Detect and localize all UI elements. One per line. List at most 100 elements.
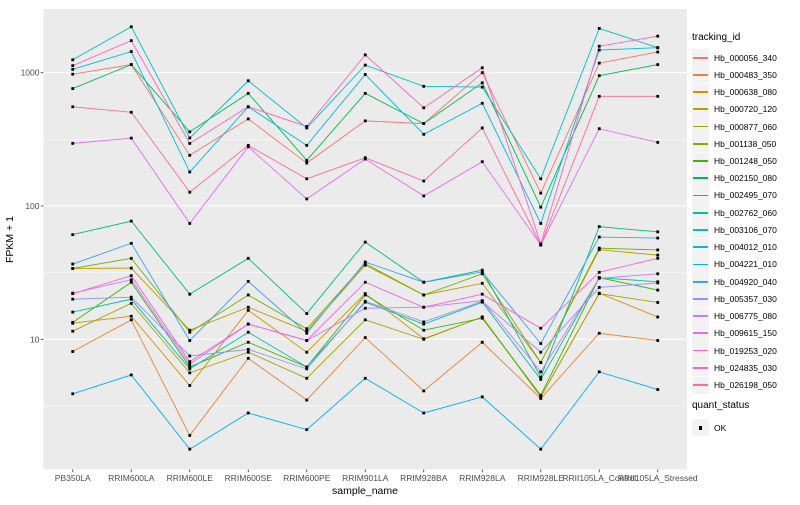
data-point bbox=[246, 411, 250, 415]
data-point bbox=[188, 190, 192, 194]
data-point bbox=[129, 278, 133, 282]
data-point bbox=[539, 243, 543, 247]
data-point bbox=[246, 79, 250, 83]
data-point bbox=[71, 72, 75, 76]
legend-key bbox=[692, 290, 709, 308]
legend-item: Hb_000483_350 bbox=[692, 66, 777, 84]
data-point bbox=[188, 434, 192, 437]
data-point bbox=[363, 91, 367, 95]
data-point bbox=[129, 314, 133, 318]
legend-item: Hb_002150_080 bbox=[692, 169, 777, 187]
data-point bbox=[188, 354, 192, 358]
legend-title-tracking-id: tracking_id bbox=[692, 32, 741, 43]
data-point bbox=[71, 267, 75, 270]
x-axis-title: sample_name bbox=[332, 485, 398, 497]
data-point bbox=[480, 270, 484, 274]
data-point bbox=[597, 44, 601, 48]
data-point bbox=[422, 322, 426, 326]
data-point bbox=[71, 67, 75, 71]
data-point bbox=[597, 246, 601, 250]
legend-color-line-icon bbox=[693, 56, 708, 59]
data-point bbox=[363, 73, 367, 76]
data-point bbox=[422, 132, 426, 136]
legend-color-line-icon bbox=[693, 160, 708, 162]
data-point bbox=[129, 274, 133, 278]
data-point bbox=[305, 367, 309, 371]
data-point bbox=[422, 328, 426, 332]
legend-key bbox=[692, 359, 709, 377]
data-point bbox=[656, 388, 660, 391]
data-point bbox=[539, 361, 543, 364]
data-point bbox=[71, 64, 75, 68]
data-point bbox=[480, 160, 484, 164]
data-point bbox=[656, 63, 660, 67]
data-point bbox=[71, 297, 75, 301]
data-point bbox=[656, 253, 660, 257]
data-point bbox=[656, 288, 660, 292]
data-point bbox=[363, 280, 367, 284]
data-point bbox=[363, 336, 367, 339]
data-point bbox=[597, 248, 601, 252]
data-point bbox=[363, 318, 367, 322]
data-point bbox=[597, 48, 601, 52]
legend-color-line-icon bbox=[693, 229, 708, 231]
data-point bbox=[246, 117, 250, 121]
data-point bbox=[422, 106, 426, 110]
data-point bbox=[71, 233, 75, 237]
data-point bbox=[539, 326, 543, 330]
data-point bbox=[480, 292, 484, 296]
data-point bbox=[480, 71, 484, 75]
data-point bbox=[305, 365, 309, 369]
data-point bbox=[188, 141, 192, 145]
data-point bbox=[305, 339, 309, 342]
legend-label: Hb_001138_050 bbox=[714, 138, 777, 149]
data-point bbox=[129, 373, 133, 377]
legend-item: Hb_004221_010 bbox=[692, 255, 777, 273]
data-point bbox=[305, 428, 309, 432]
data-point bbox=[246, 105, 250, 109]
data-point bbox=[480, 316, 484, 320]
data-point bbox=[188, 384, 192, 387]
data-point bbox=[480, 85, 484, 89]
legend-label: OK bbox=[714, 422, 727, 433]
data-point bbox=[188, 222, 192, 225]
data-point bbox=[246, 256, 250, 260]
data-point bbox=[597, 235, 601, 239]
data-point bbox=[188, 328, 192, 332]
data-point bbox=[246, 145, 250, 149]
legend-color-line-icon bbox=[693, 142, 708, 145]
data-point bbox=[422, 84, 426, 88]
legend-item: Hb_000056_340 bbox=[692, 49, 777, 67]
legend-label: Hb_019253_020 bbox=[714, 345, 777, 356]
data-point bbox=[422, 293, 426, 297]
x-tick-label: RRII105LA_Control bbox=[562, 473, 636, 483]
data-point bbox=[71, 105, 75, 109]
data-point bbox=[363, 306, 367, 310]
data-point bbox=[656, 256, 660, 260]
data-point bbox=[363, 119, 367, 123]
legend-label: Hb_001248_050 bbox=[714, 156, 777, 167]
data-point bbox=[71, 392, 75, 396]
x-tick-label: RRIM928LA bbox=[459, 473, 506, 483]
legend-item: Hb_000638_080 bbox=[692, 83, 777, 101]
legend-key bbox=[692, 273, 709, 291]
data-point bbox=[305, 143, 309, 147]
data-point bbox=[422, 122, 426, 126]
x-tick-label: RRIM600SE bbox=[225, 473, 273, 483]
data-point bbox=[422, 337, 426, 341]
legend-key bbox=[692, 49, 709, 67]
data-point bbox=[597, 292, 601, 296]
data-point bbox=[305, 376, 309, 380]
data-point bbox=[539, 397, 543, 400]
data-point bbox=[597, 276, 601, 280]
data-point bbox=[480, 281, 484, 285]
data-point bbox=[188, 339, 192, 342]
legend-item: Hb_004920_040 bbox=[692, 273, 777, 291]
data-point bbox=[246, 330, 250, 334]
legend-title-quant-status: quant_status bbox=[692, 400, 750, 411]
data-point bbox=[539, 375, 543, 379]
data-point bbox=[71, 58, 75, 62]
data-point bbox=[129, 25, 133, 29]
legend-label: Hb_002495_070 bbox=[714, 190, 777, 201]
